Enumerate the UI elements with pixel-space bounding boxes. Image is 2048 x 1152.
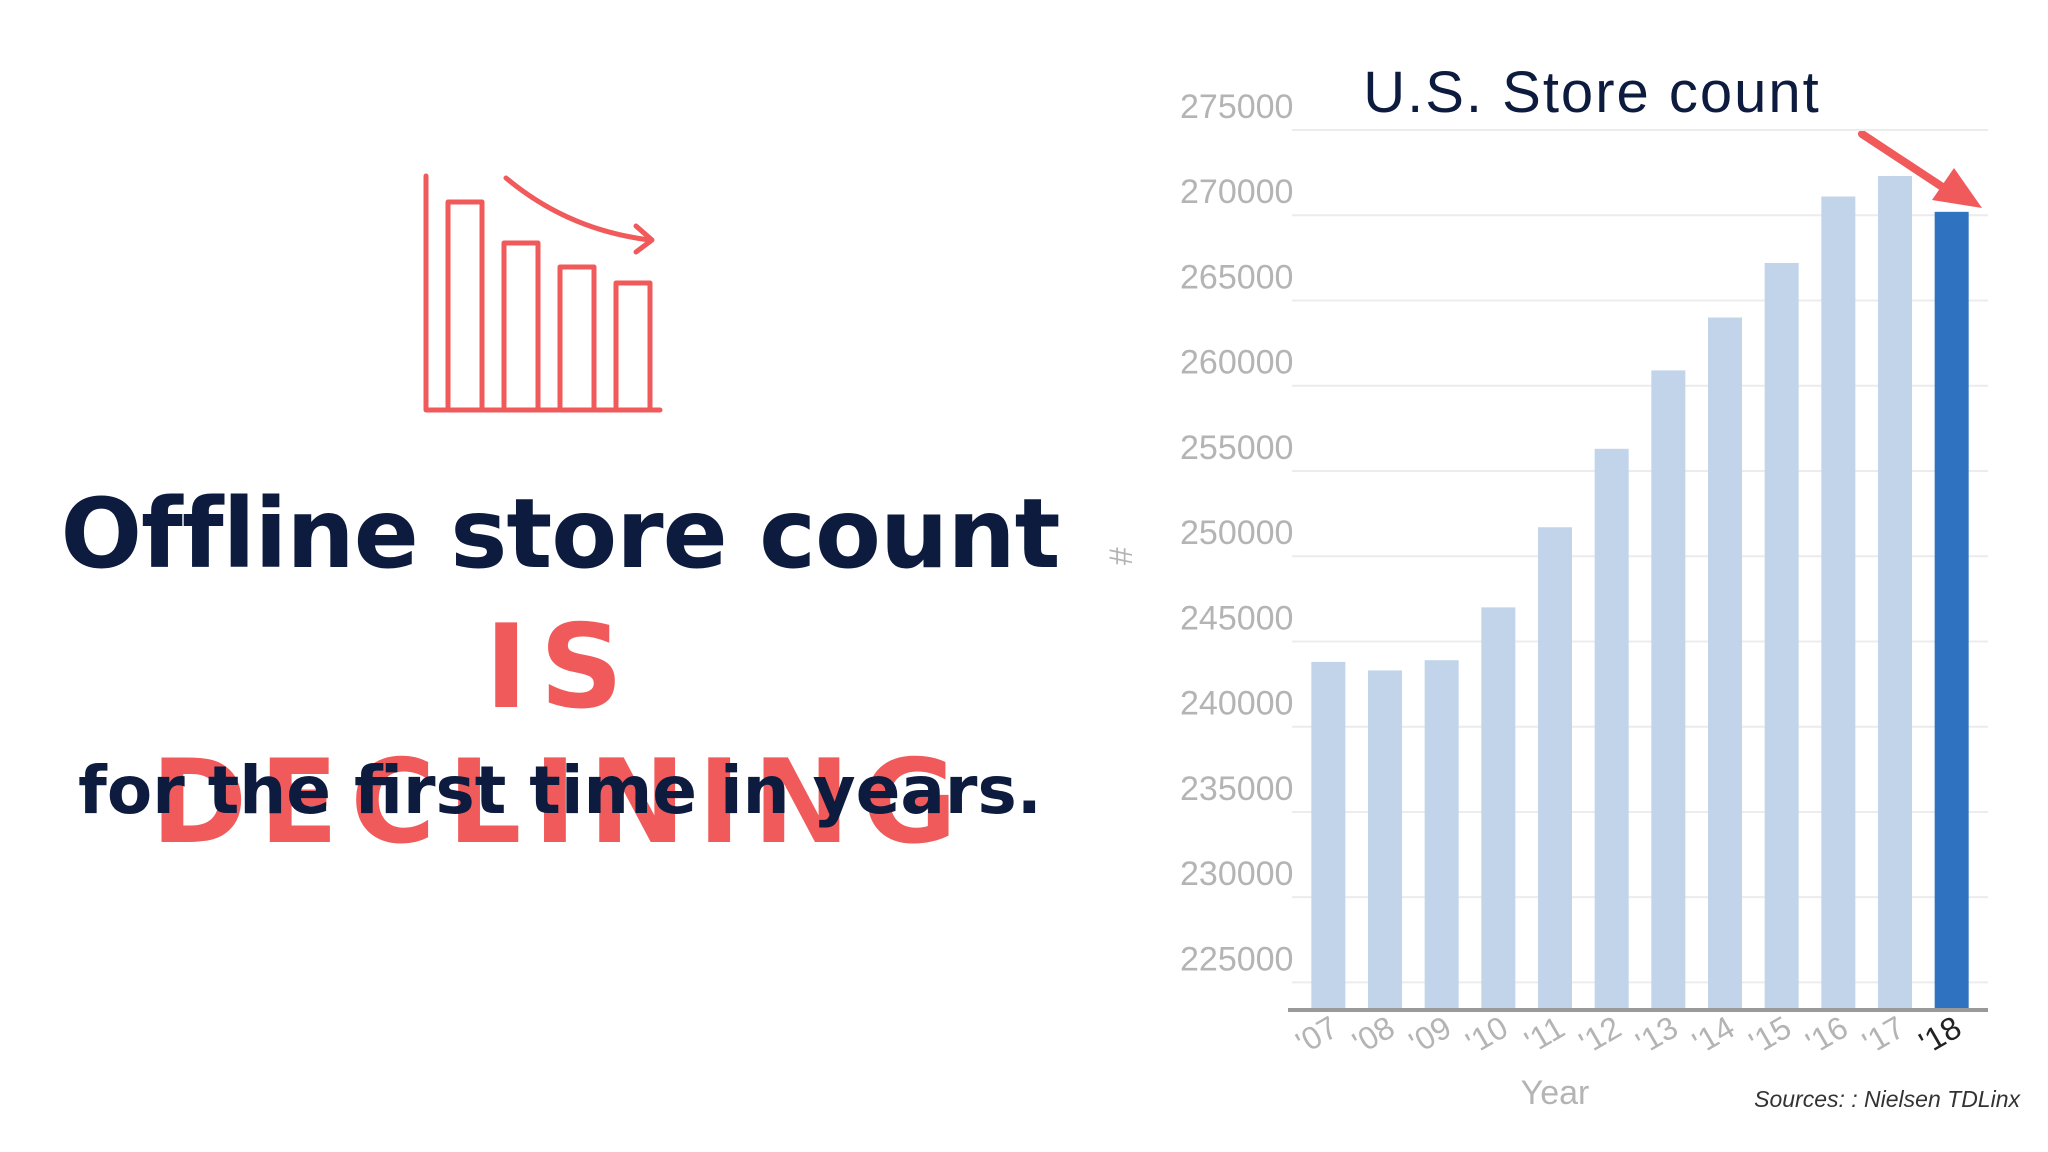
x-tick-label-4: '11 bbox=[1518, 1009, 1570, 1060]
x-tick-label-7: '14 bbox=[1686, 1009, 1740, 1061]
bar-10 bbox=[1481, 607, 1516, 1008]
headline-emphasis: IS DECLINING bbox=[150, 600, 970, 870]
bar-07 bbox=[1311, 661, 1346, 1008]
bar-16 bbox=[1821, 196, 1856, 1008]
y-tick-label-3: 240000 bbox=[1180, 685, 1293, 723]
bar-18 bbox=[1934, 211, 1969, 1008]
y-tick-label-9: 270000 bbox=[1180, 173, 1293, 211]
x-tick-label-1: '08 bbox=[1346, 1009, 1400, 1061]
bar-17 bbox=[1878, 176, 1912, 1008]
x-tick-label-0: '07 bbox=[1290, 1009, 1344, 1061]
bar-08 bbox=[1368, 670, 1402, 1008]
y-tick-label-1: 230000 bbox=[1180, 855, 1293, 893]
x-tick-label-3: '10 bbox=[1460, 1009, 1514, 1061]
x-tick-label-9: '16 bbox=[1800, 1009, 1854, 1061]
headline-subtitle: for the first time in years. bbox=[78, 752, 1042, 829]
annotation-arrow bbox=[1858, 130, 1982, 208]
y-tick-label-10: 275000 bbox=[1180, 88, 1293, 126]
chart-title: U.S. Store count bbox=[1363, 60, 1821, 125]
y-tick-label-6: 255000 bbox=[1180, 429, 1293, 467]
bar-12 bbox=[1594, 448, 1629, 1009]
x-tick-label-11: '18 bbox=[1913, 1009, 1967, 1061]
bar-13 bbox=[1651, 370, 1686, 1008]
x-tick-label-10: '17 bbox=[1856, 1009, 1910, 1061]
y-axis-label: # bbox=[1103, 547, 1139, 565]
sources-note: Sources: : Nielsen TDLinx bbox=[1754, 1086, 2020, 1112]
y-tick-label-2: 235000 bbox=[1180, 770, 1293, 808]
bar-15 bbox=[1764, 262, 1799, 1008]
x-tick-label-6: '13 bbox=[1630, 1009, 1684, 1061]
y-tick-label-0: 225000 bbox=[1180, 940, 1293, 978]
y-tick-label-4: 245000 bbox=[1180, 599, 1293, 637]
store-count-bar-chart: U.S. Store count 225000 230000 235000 24000… bbox=[1103, 60, 1988, 1112]
headline-title: Offline store count bbox=[60, 478, 1060, 590]
x-tick-label-2: '09 bbox=[1403, 1009, 1457, 1061]
y-tick-label-7: 260000 bbox=[1180, 344, 1293, 382]
x-axis-label: Year bbox=[1521, 1074, 1590, 1112]
bar-14 bbox=[1708, 317, 1742, 1009]
bar-09 bbox=[1424, 660, 1459, 1008]
y-tick-label-8: 265000 bbox=[1180, 258, 1293, 296]
declining-bar-chart-icon bbox=[423, 173, 663, 413]
bar-11 bbox=[1538, 527, 1572, 1008]
x-tick-label-5: '12 bbox=[1573, 1009, 1627, 1061]
y-tick-label-5: 250000 bbox=[1180, 514, 1293, 552]
x-tick-label-8: '15 bbox=[1743, 1009, 1797, 1061]
